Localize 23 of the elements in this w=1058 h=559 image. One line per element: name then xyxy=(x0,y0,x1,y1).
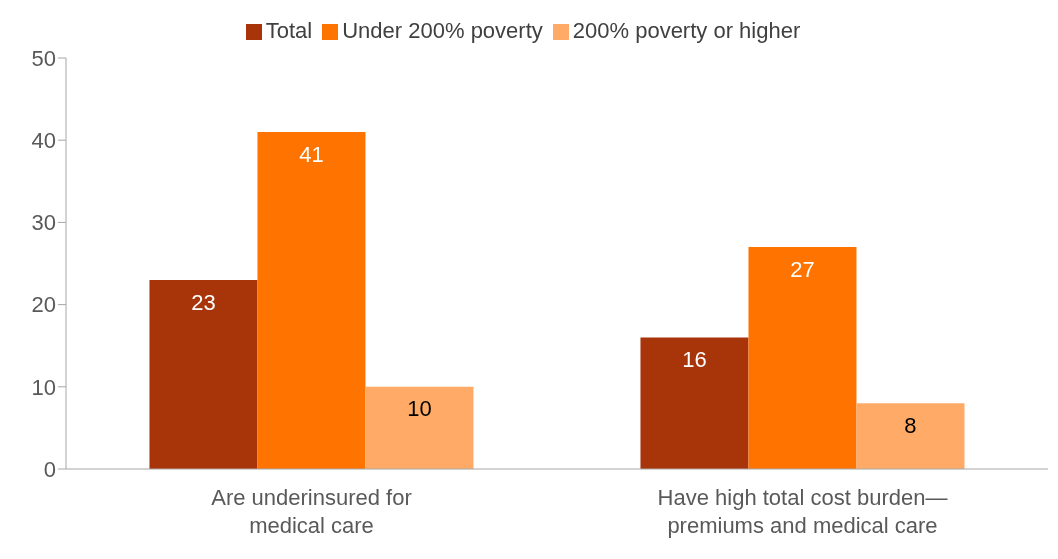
bar xyxy=(640,337,749,469)
y-tick-label: 20 xyxy=(31,292,56,318)
bar xyxy=(149,279,258,469)
x-tick-label: Are underinsured for medical care xyxy=(211,485,412,538)
data-label: 16 xyxy=(682,347,707,373)
y-tick-label: 10 xyxy=(31,374,56,400)
legend-label: Total xyxy=(265,18,313,43)
bar xyxy=(748,247,857,469)
data-label: 27 xyxy=(790,256,815,282)
data-label: 23 xyxy=(191,289,216,315)
bar xyxy=(257,131,366,469)
y-tick-label: 30 xyxy=(31,210,56,236)
data-label: 8 xyxy=(904,412,917,438)
data-label: 10 xyxy=(407,396,432,422)
x-tick-label: Have high total cost burden—premiums and medical care xyxy=(657,485,948,538)
y-tick-label: 50 xyxy=(31,45,56,71)
bar xyxy=(365,386,474,469)
legend-label: Under 200% poverty xyxy=(342,18,543,43)
y-tick-label: 0 xyxy=(43,456,56,482)
y-tick-label: 40 xyxy=(31,128,56,154)
bar xyxy=(856,403,965,469)
data-label: 41 xyxy=(299,141,324,167)
legend-label: 200% poverty or higher xyxy=(572,18,801,43)
